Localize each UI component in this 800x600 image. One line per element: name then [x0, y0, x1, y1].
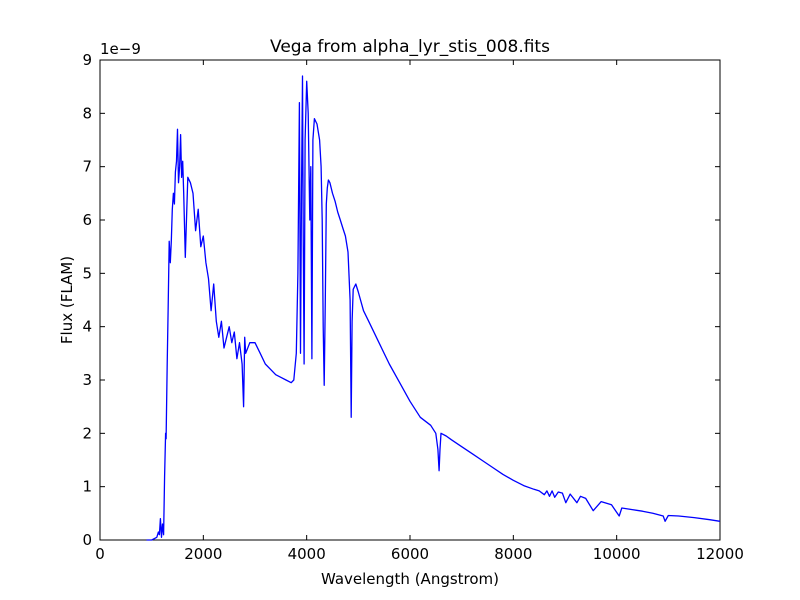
x-tick-label: 2000	[184, 545, 222, 563]
y-tick-label: 6	[82, 211, 92, 229]
y-tick-label: 5	[82, 264, 92, 282]
chart-title: Vega from alpha_lyr_stis_008.fits	[270, 37, 550, 57]
y-tick-label: 7	[82, 158, 92, 176]
y-tick-label: 4	[82, 318, 92, 336]
x-tick-label: 8000	[494, 545, 532, 563]
x-tick-label: 12000	[696, 545, 744, 563]
y-tick-label: 3	[82, 371, 92, 389]
x-tick-label: 10000	[593, 545, 641, 563]
y-tick-label: 9	[82, 51, 92, 69]
tick-labels: 0 2000 4000 6000 8000 10000 12000 0 1 2 3 4 5 6 7 8 9	[82, 51, 743, 563]
y-tick-label: 2	[82, 424, 92, 442]
x-tick-label: 0	[95, 545, 105, 563]
x-axis-label: Wavelength (Angstrom)	[321, 570, 499, 588]
spectrum-line	[146, 75, 721, 541]
y-axis-label: Flux (FLAM)	[58, 256, 76, 344]
tick-marks	[99, 59, 721, 541]
x-tick-label: 6000	[391, 545, 429, 563]
x-tick-label: 4000	[288, 545, 326, 563]
y-tick-label: 0	[82, 531, 92, 549]
y-tick-label: 8	[82, 104, 92, 122]
y-offset-label: 1e−9	[100, 40, 141, 58]
y-tick-label: 1	[82, 478, 92, 496]
